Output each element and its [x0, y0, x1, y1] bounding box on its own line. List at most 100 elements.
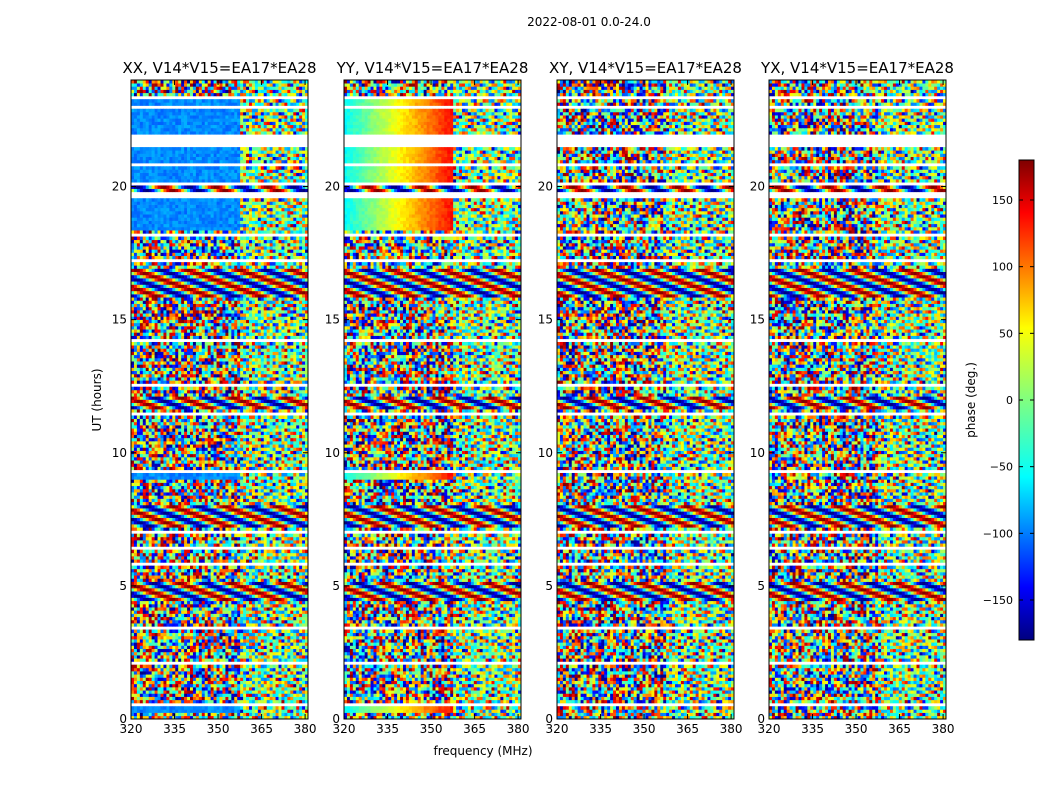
heatmap-cell: [211, 709, 214, 712]
heatmap-cell: [281, 693, 284, 696]
heatmap-cell: [181, 713, 184, 716]
heatmap-cell: [143, 687, 146, 690]
heatmap-cell: [273, 687, 276, 690]
heatmap-cell: [225, 674, 228, 677]
heatmap-cell: [267, 697, 270, 700]
heatmap-cell: [276, 674, 279, 677]
heatmap-cell: [281, 706, 284, 709]
heatmap-cell: [146, 700, 149, 703]
heatmap-cell: [202, 700, 205, 703]
heatmap-cell: [193, 713, 196, 716]
heatmap-cell: [281, 690, 284, 693]
heatmap-cell: [208, 687, 211, 690]
heatmap-cell: [214, 700, 217, 703]
heatmap-cell: [237, 690, 240, 693]
heatmap-cell: [158, 658, 161, 661]
heatmap-cell: [184, 674, 187, 677]
heatmap-cell: [222, 690, 225, 693]
heatmap-cell: [199, 709, 202, 712]
heatmap-cell: [243, 706, 246, 709]
heatmap-cell: [261, 697, 264, 700]
heatmap-cell: [202, 677, 205, 680]
heatmap-cell: [299, 687, 302, 690]
heatmap-cell: [152, 690, 155, 693]
heatmap-cell: [196, 668, 199, 671]
heatmap-cell: [273, 700, 276, 703]
heatmap-cell: [267, 706, 270, 709]
heatmap-cell: [258, 690, 261, 693]
heatmap-cell: [217, 674, 220, 677]
heatmap-cell: [202, 709, 205, 712]
heatmap-cell: [302, 677, 305, 680]
heatmap-cell: [166, 671, 169, 674]
heatmap-cell: [172, 687, 175, 690]
heatmap-cell: [225, 713, 228, 716]
heatmap-cell: [299, 697, 302, 700]
heatmap-cell: [290, 687, 293, 690]
heatmap-cell: [279, 709, 282, 712]
heatmap-cell: [184, 697, 187, 700]
heatmap-cell: [234, 674, 237, 677]
heatmap-cell: [158, 665, 161, 668]
heatmap-cell: [222, 693, 225, 696]
heatmap-cell: [237, 665, 240, 668]
heatmap-cell: [240, 674, 243, 677]
heatmap-cell: [267, 690, 270, 693]
heatmap-cell: [246, 668, 249, 671]
heatmap-cell: [267, 674, 270, 677]
heatmap-cell: [270, 677, 273, 680]
heatmap-cell: [281, 687, 284, 690]
heatmap-cell: [240, 677, 243, 680]
heatmap-cell: [252, 693, 255, 696]
heatmap-cell: [220, 697, 223, 700]
heatmap-cell: [225, 697, 228, 700]
heatmap-cell: [199, 665, 202, 668]
heatmap-cell: [293, 693, 296, 696]
heatmap-cell: [293, 706, 296, 709]
heatmap-cell: [225, 709, 228, 712]
heatmap-cell: [152, 687, 155, 690]
heatmap-cell: [158, 677, 161, 680]
heatmap-cell: [134, 709, 137, 712]
heatmap-cell: [258, 693, 261, 696]
heatmap-cell: [264, 687, 267, 690]
heatmap-cell: [270, 709, 273, 712]
heatmap-cell: [214, 687, 217, 690]
heatmap-cell: [258, 677, 261, 680]
heatmap-cell: [299, 671, 302, 674]
heatmap-cell: [140, 700, 143, 703]
heatmap-cell: [190, 690, 193, 693]
heatmap-cell: [243, 671, 246, 674]
heatmap-cell: [237, 713, 240, 716]
heatmap-cell: [243, 668, 246, 671]
heatmap-cell: [293, 668, 296, 671]
heatmap-cell: [161, 697, 164, 700]
heatmap-cell: [172, 674, 175, 677]
heatmap-cell: [175, 668, 178, 671]
heatmap-cell: [246, 665, 249, 668]
heatmap-cell: [273, 668, 276, 671]
heatmap-cell: [237, 668, 240, 671]
heatmap-cell: [279, 677, 282, 680]
heatmap-cell: [155, 690, 158, 693]
heatmap-cell: [196, 713, 199, 716]
heatmap-cell: [258, 684, 261, 687]
heatmap-cell: [225, 665, 228, 668]
heatmap-cell: [284, 677, 287, 680]
heatmap-cell: [143, 713, 146, 716]
heatmap-cell: [146, 684, 149, 687]
heatmap-cell: [184, 684, 187, 687]
heatmap-cell: [240, 713, 243, 716]
heatmap-cell: [149, 681, 152, 684]
heatmap-cell: [172, 677, 175, 680]
heatmap-cell: [181, 687, 184, 690]
heatmap-cell: [211, 668, 214, 671]
heatmap-cell: [196, 687, 199, 690]
heatmap-cell: [234, 706, 237, 709]
heatmap-cell: [220, 681, 223, 684]
heatmap-cell: [293, 671, 296, 674]
heatmap-cell: [222, 709, 225, 712]
heatmap-cell: [290, 697, 293, 700]
heatmap-cell: [137, 690, 140, 693]
heatmap-cell: [155, 706, 158, 709]
